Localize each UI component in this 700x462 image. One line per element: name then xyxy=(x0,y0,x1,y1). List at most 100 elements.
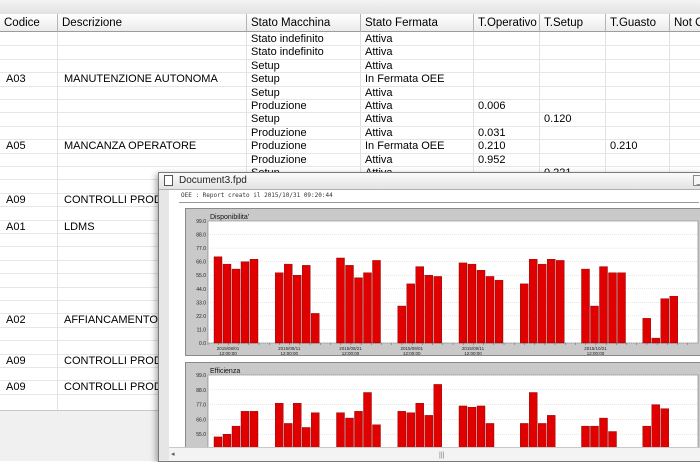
bar xyxy=(467,263,477,344)
table-cell-t-guasto xyxy=(606,127,670,140)
horizontal-scrollbar[interactable]: ◂ ||| xyxy=(169,447,700,461)
table-cell-stato-fermata: Attiva xyxy=(365,86,393,99)
bar xyxy=(529,259,538,344)
table-cell-codice xyxy=(0,180,58,193)
scroll-thumb[interactable]: ||| xyxy=(439,452,445,459)
bar xyxy=(617,272,626,344)
table-cell-codice xyxy=(0,60,58,73)
scroll-left-icon[interactable]: ◂ xyxy=(171,451,175,458)
table-row[interactable]: Setup Attiva xyxy=(0,60,700,74)
bar xyxy=(345,417,354,447)
y-tick-label: 0.0 xyxy=(199,341,206,347)
bar xyxy=(363,392,372,447)
table-cell-codice xyxy=(0,87,58,100)
minimize-icon[interactable]: _ xyxy=(693,175,700,186)
column-header[interactable]: Stato Fermata xyxy=(361,14,474,32)
table-cell-stato-fermata: Attiva xyxy=(365,100,393,112)
bar xyxy=(433,384,442,447)
table-cell-stato-macchina: Setup xyxy=(251,86,280,99)
table-row[interactable]: Produzione Attiva 0.952 xyxy=(0,154,700,167)
table-cell-codice xyxy=(0,167,58,180)
report-titlebar[interactable]: Document3.fpd _ xyxy=(159,173,700,190)
table-cell-t-setup xyxy=(540,100,606,113)
table-cell-codice xyxy=(0,33,58,46)
table-cell-descrizione xyxy=(58,113,247,126)
y-tick-label: 55.0 xyxy=(196,432,206,438)
table-cell-t-operativo xyxy=(474,60,540,73)
table-cell-stato-fermata: Attiva xyxy=(365,46,393,59)
report-header-divider xyxy=(179,202,699,203)
report-window[interactable]: Document3.fpd _ OEE : Report creato il 2… xyxy=(158,172,700,462)
table-cell-descrizione xyxy=(58,60,247,73)
bar xyxy=(669,295,678,344)
bar xyxy=(311,313,320,344)
table-row[interactable]: A05 MANCANZA OPERATORE Produzione In Fermat… xyxy=(0,140,700,154)
bar xyxy=(213,436,223,447)
table-cell-codice xyxy=(0,368,58,381)
table-cell-codice xyxy=(0,100,58,113)
table-cell-codice xyxy=(0,46,58,59)
table-cell-t-guasto xyxy=(606,113,670,126)
bar xyxy=(284,423,293,447)
column-header[interactable]: Codice xyxy=(0,14,58,32)
report-page: OEE : Report creato il 2015/10/31 09:20:… xyxy=(169,190,700,447)
bar xyxy=(590,425,599,447)
bar xyxy=(406,283,415,344)
table-cell-codice xyxy=(0,288,58,301)
window-top-strip xyxy=(0,0,700,15)
table-cell-codice xyxy=(0,113,58,126)
table-cell-t-guasto xyxy=(606,73,670,86)
table-cell-stato-macchina: Produzione xyxy=(251,153,307,166)
table-cell-descrizione: LDMS xyxy=(64,220,95,233)
bar xyxy=(302,265,311,344)
y-tick-label: 99.0 xyxy=(196,373,206,379)
bar xyxy=(406,412,415,447)
table-cell-t-setup xyxy=(540,87,606,100)
bar xyxy=(275,272,284,344)
table-row[interactable]: Setup Attiva 0.120 xyxy=(0,113,700,127)
table-cell-stato-macchina: Produzione xyxy=(251,126,307,139)
bar xyxy=(363,272,372,344)
table-row[interactable]: Stato indefinito Attiva xyxy=(0,33,700,47)
column-header[interactable]: Not O xyxy=(670,14,700,32)
bar xyxy=(354,277,363,344)
bar xyxy=(599,266,608,344)
bar xyxy=(660,298,669,344)
bar xyxy=(372,260,381,344)
bar xyxy=(660,408,669,447)
column-header[interactable]: Descrizione xyxy=(58,14,247,32)
table-cell-descrizione xyxy=(58,154,247,167)
column-header[interactable]: Stato Macchina xyxy=(247,14,361,32)
table-row[interactable]: Produzione Attiva 0.006 xyxy=(0,100,700,114)
column-header[interactable]: T.Guasto xyxy=(606,14,670,32)
bar xyxy=(336,412,345,447)
table-cell-codice: A09 xyxy=(6,354,26,367)
y-tick-label: 33.0 xyxy=(196,300,206,306)
y-tick-label: 88.0 xyxy=(196,388,206,394)
table-cell-descrizione: CONTROLLI PRODU xyxy=(64,193,170,206)
bar xyxy=(651,404,660,447)
table-cell-codice: A01 xyxy=(6,220,26,233)
table-cell-codice xyxy=(0,301,58,314)
table-cell-stato-macchina: Stato indefinito xyxy=(251,33,324,45)
bar xyxy=(424,415,433,447)
bar xyxy=(485,423,495,447)
bar xyxy=(293,275,302,344)
y-tick-label: 77.0 xyxy=(196,246,206,252)
table-row[interactable]: A03 MANUTENZIONE AUTONOMA Setup In Fermata … xyxy=(0,73,700,87)
table-row[interactable]: Setup Attiva xyxy=(0,87,700,100)
table-cell-descrizione xyxy=(58,87,247,100)
table-row[interactable]: Produzione Attiva 0.031 xyxy=(0,126,700,141)
column-header[interactable]: T.Operativo xyxy=(474,14,540,32)
chart-title: Disponibilita' xyxy=(210,214,249,221)
y-tick-label: 77.0 xyxy=(196,403,206,409)
table-cell-codice: A02 xyxy=(6,314,26,327)
bar xyxy=(372,424,381,447)
bar xyxy=(240,261,250,344)
bar xyxy=(642,425,651,447)
column-header[interactable]: T.Setup xyxy=(540,14,606,32)
table-cell-t-guasto xyxy=(606,60,670,73)
table-row[interactable]: Stato indefinito Attiva xyxy=(0,46,700,60)
table-cell-t-operativo xyxy=(474,33,540,46)
table-cell-descrizione xyxy=(58,33,247,46)
